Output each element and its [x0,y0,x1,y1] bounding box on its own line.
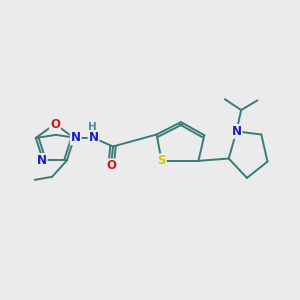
Text: N: N [71,131,81,145]
Text: H: H [88,122,97,133]
Text: O: O [50,118,60,130]
Text: N: N [37,154,46,167]
Text: S: S [158,154,166,167]
Text: N: N [232,125,242,138]
Text: N: N [88,131,99,145]
Text: O: O [106,159,116,172]
